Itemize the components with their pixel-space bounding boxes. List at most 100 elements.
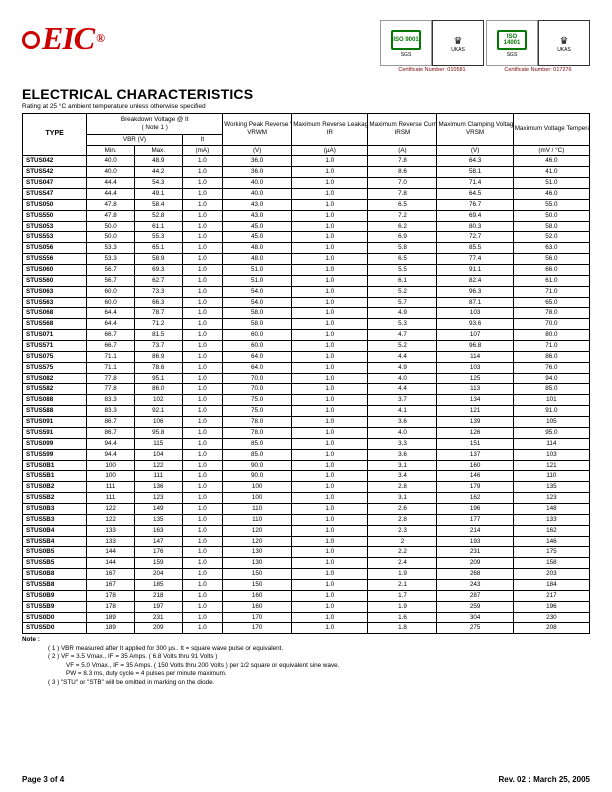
cell-tv: 46.0 <box>513 156 589 167</box>
hd-min: Min. <box>87 145 135 156</box>
table-row: STUS0B21111361.01001.02.8179135 <box>23 482 590 493</box>
cell-irsm: 4.7 <box>368 330 437 341</box>
cell-ir: 1.0 <box>292 514 368 525</box>
cell-tv: 148 <box>513 503 589 514</box>
cell-ir: 1.0 <box>292 623 368 634</box>
cell-min: 133 <box>87 536 135 547</box>
cell-vrsm: 179 <box>437 482 513 493</box>
note-2a: ( 2 ) VF = 3.5 Vmax., IF = 35 Amps. ( 6.… <box>22 653 590 662</box>
cell-ir: 1.0 <box>292 406 368 417</box>
cell-it: 1.0 <box>182 221 223 232</box>
cell-it: 1.0 <box>182 351 223 362</box>
cell-vrwm: 60.0 <box>223 330 292 341</box>
cell-tv: 76.0 <box>513 362 589 373</box>
note-3: ( 3 ) "STU" or "STB" will be omitted in … <box>22 679 590 688</box>
cell-ir: 1.0 <box>292 547 368 558</box>
cell-irsm: 2.2 <box>368 547 437 558</box>
cert-caption-1: Certificate Number: 010581 <box>398 67 465 73</box>
cell-min: 44.4 <box>87 189 135 200</box>
cell-irsm: 1.9 <box>368 601 437 612</box>
cell-it: 1.0 <box>182 275 223 286</box>
cell-tv: 196 <box>513 601 589 612</box>
cell-type: STUS588 <box>23 406 87 417</box>
cell-vrsm: 268 <box>437 569 513 580</box>
cell-irsm: 7.2 <box>368 210 437 221</box>
cell-type: STUS068 <box>23 308 87 319</box>
cell-vrsm: 125 <box>437 373 513 384</box>
hd-ir-unit: (µA) <box>292 145 368 156</box>
cell-vrsm: 114 <box>437 351 513 362</box>
cell-vrwm: 45.0 <box>223 221 292 232</box>
cell-irsm: 3.1 <box>368 460 437 471</box>
company-logo: EIC ® <box>22 20 104 57</box>
cell-vrsm: 91.1 <box>437 265 513 276</box>
cell-max: 185 <box>134 579 182 590</box>
table-row: STUS08277.895.11.070.01.04.012594.0 <box>23 373 590 384</box>
cell-ir: 1.0 <box>292 308 368 319</box>
cell-ir: 1.0 <box>292 341 368 352</box>
cell-min: 83.3 <box>87 406 135 417</box>
cell-it: 1.0 <box>182 232 223 243</box>
cell-vrsm: 126 <box>437 427 513 438</box>
cell-vrwm: 51.0 <box>223 265 292 276</box>
cell-irsm: 3.6 <box>368 417 437 428</box>
table-row: STUS5B91781971.01601.01.9259196 <box>23 601 590 612</box>
cell-irsm: 5.3 <box>368 319 437 330</box>
cell-min: 178 <box>87 601 135 612</box>
table-row: STUS0B81672041.01501.01.9268203 <box>23 569 590 580</box>
cell-min: 64.4 <box>87 308 135 319</box>
cell-max: 102 <box>134 395 182 406</box>
header: EIC ® ISO 9001 SGS ♛ UKAS Certificate Nu… <box>22 20 590 78</box>
cell-ir: 1.0 <box>292 254 368 265</box>
cell-vrsm: 134 <box>437 395 513 406</box>
cell-min: 66.7 <box>87 330 135 341</box>
cell-it: 1.0 <box>182 623 223 634</box>
cell-vrsm: 259 <box>437 601 513 612</box>
hd-vbr: VBR (V) <box>87 134 182 145</box>
cell-ir: 1.0 <box>292 471 368 482</box>
cell-it: 1.0 <box>182 601 223 612</box>
cell-type: STUS071 <box>23 330 87 341</box>
cell-ir: 1.0 <box>292 167 368 178</box>
cell-tv: 230 <box>513 612 589 623</box>
cell-type: STUS075 <box>23 351 87 362</box>
cell-irsm: 1.8 <box>368 623 437 634</box>
cell-min: 50.0 <box>87 232 135 243</box>
cell-min: 100 <box>87 471 135 482</box>
table-row: STUS55350.055.31.045.01.06.972.752.0 <box>23 232 590 243</box>
cell-ir: 1.0 <box>292 351 368 362</box>
cell-tv: 66.0 <box>513 265 589 276</box>
cell-max: 58.9 <box>134 254 182 265</box>
cell-it: 1.0 <box>182 547 223 558</box>
cell-vrwm: 160 <box>223 590 292 601</box>
table-row: STUS07571.186.91.064.01.04.411486.0 <box>23 351 590 362</box>
cell-tv: 65.0 <box>513 297 589 308</box>
table-row: STUS5B11001111.090.01.03.4146110 <box>23 471 590 482</box>
cell-type: STUS5B3 <box>23 514 87 525</box>
cell-tv: 94.0 <box>513 373 589 384</box>
footer-left: Page 3 of 4 <box>22 775 64 784</box>
cell-min: 111 <box>87 493 135 504</box>
cell-type: STUS550 <box>23 210 87 221</box>
cell-irsm: 3.1 <box>368 493 437 504</box>
cell-tv: 61.0 <box>513 275 589 286</box>
cell-max: 49.1 <box>134 189 182 200</box>
cell-ir: 1.0 <box>292 210 368 221</box>
cell-type: STUS0B3 <box>23 503 87 514</box>
cell-min: 167 <box>87 569 135 580</box>
table-row: STUS57571.178.61.064.01.04.910376.0 <box>23 362 590 373</box>
cell-irsm: 6.2 <box>368 221 437 232</box>
cell-it: 1.0 <box>182 362 223 373</box>
cell-ir: 1.0 <box>292 221 368 232</box>
cell-tv: 52.0 <box>513 232 589 243</box>
cell-tv: 63.0 <box>513 243 589 254</box>
cell-ir: 1.0 <box>292 569 368 580</box>
cell-type: STUS082 <box>23 373 87 384</box>
cell-ir: 1.0 <box>292 362 368 373</box>
cell-vrsm: 71.4 <box>437 178 513 189</box>
cell-max: 61.1 <box>134 221 182 232</box>
cell-ir: 1.0 <box>292 297 368 308</box>
cell-min: 50.0 <box>87 221 135 232</box>
cell-min: 47.8 <box>87 210 135 221</box>
cell-it: 1.0 <box>182 579 223 590</box>
